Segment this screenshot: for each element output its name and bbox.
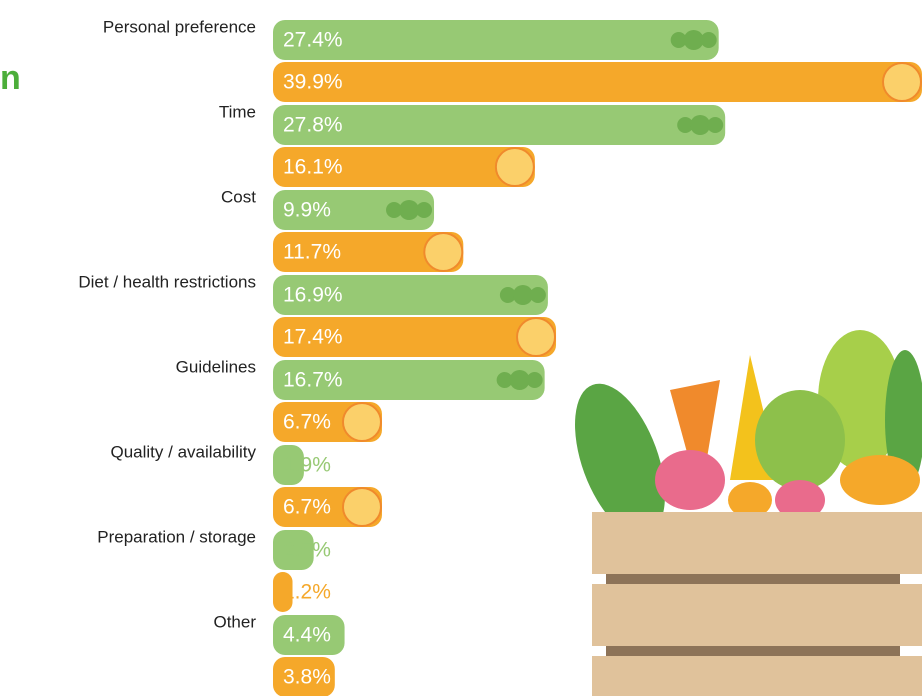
- category-label: Personal preference: [103, 17, 256, 36]
- bar-icon: [424, 233, 462, 271]
- value-label: 9.9%: [283, 199, 331, 222]
- value-label: 16.7%: [283, 369, 343, 392]
- page: {"chart_data": {"type": "bar", "orientat…: [0, 0, 922, 696]
- category-label: Other: [213, 612, 256, 631]
- value-label: 1.2%: [283, 581, 331, 604]
- bar-icon: [707, 117, 723, 133]
- bar-icon: [416, 202, 432, 218]
- category-label: Diet / health restrictions: [78, 272, 256, 291]
- value-label: 6.7%: [283, 496, 331, 519]
- bar-icon: [496, 148, 534, 186]
- vegetable-crate: [557, 330, 922, 696]
- category-label: Guidelines: [176, 357, 256, 376]
- value-label: 27.4%: [283, 29, 343, 52]
- value-label: 16.1%: [283, 156, 343, 179]
- value-label: 6.7%: [283, 411, 331, 434]
- value-label: 4.4%: [283, 624, 331, 647]
- category-label: Quality / availability: [110, 442, 256, 461]
- category-label: Preparation / storage: [97, 527, 256, 546]
- bar-icon: [883, 63, 921, 101]
- value-label: 11.7%: [283, 241, 341, 264]
- value-label: 2.5%: [283, 539, 331, 562]
- bar-icon: [517, 318, 555, 356]
- bar-icon: [701, 32, 717, 48]
- category-label: Cost: [221, 187, 256, 206]
- bar-icon: [343, 403, 381, 441]
- value-label: 3.8%: [283, 666, 331, 689]
- value-label: 17.4%: [283, 326, 343, 349]
- value-label: 16.9%: [283, 284, 343, 307]
- bar: [273, 62, 922, 102]
- category-label: Time: [219, 102, 256, 121]
- bar-icon: [343, 488, 381, 526]
- value-label: 1.9%: [283, 454, 331, 477]
- chart-title: n: [0, 59, 21, 97]
- value-label: 27.8%: [283, 114, 343, 137]
- bar-icon: [527, 372, 543, 388]
- bar-icon: [530, 287, 546, 303]
- value-label: 39.9%: [283, 71, 343, 94]
- chart: n Personal preference 27.4% 39.9% Time 27.8%…: [0, 0, 922, 696]
